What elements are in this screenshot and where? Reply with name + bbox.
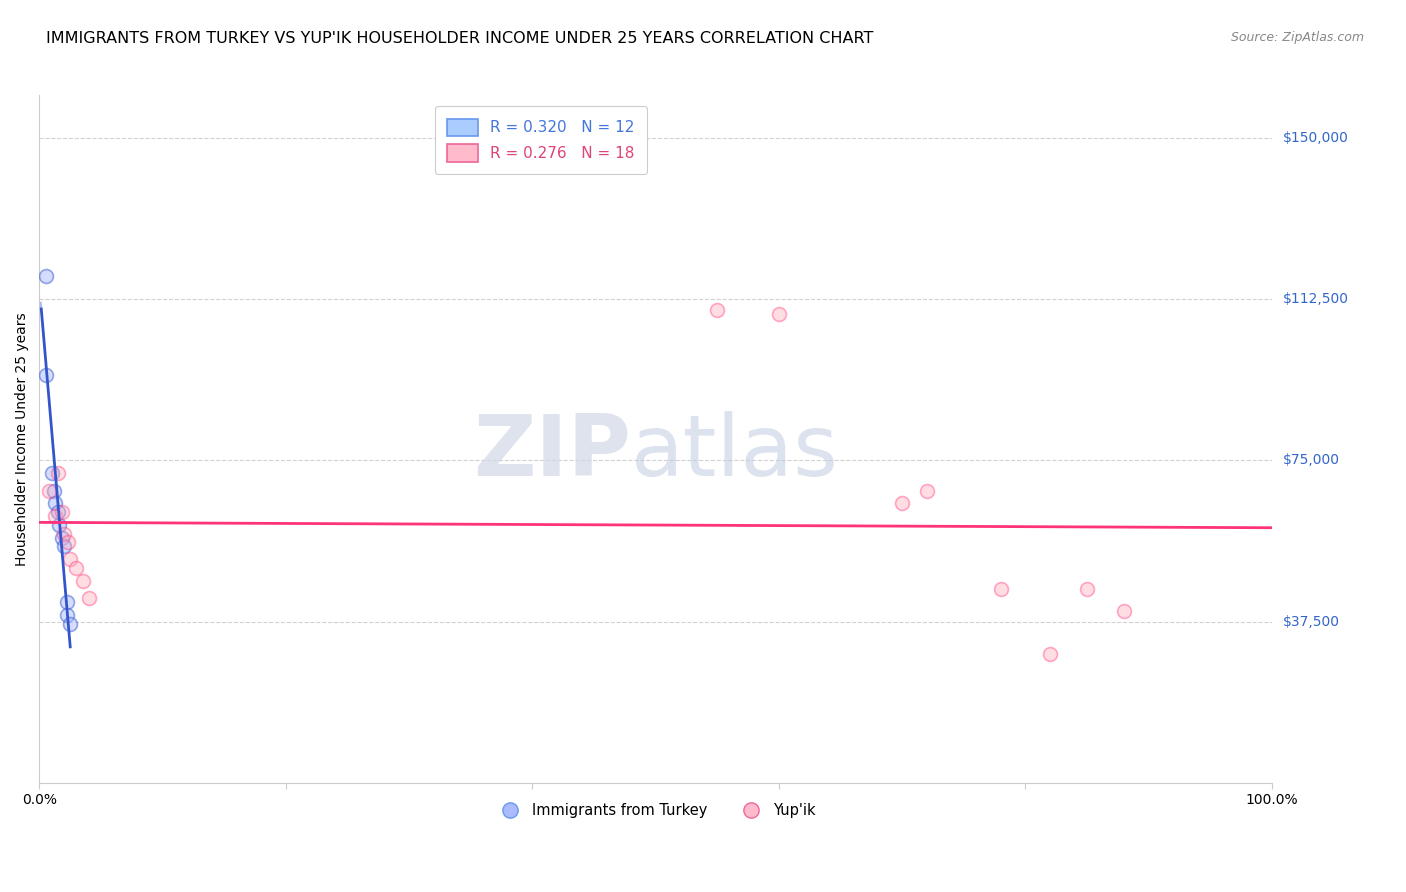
Legend: Immigrants from Turkey, Yup'ik: Immigrants from Turkey, Yup'ik <box>489 797 821 823</box>
Point <box>768 307 790 321</box>
Point <box>46 467 69 481</box>
Point <box>56 535 79 549</box>
Point <box>891 496 914 510</box>
Point <box>706 303 728 318</box>
Point <box>55 595 77 609</box>
Text: $37,500: $37,500 <box>1282 615 1340 629</box>
Text: $150,000: $150,000 <box>1282 131 1348 145</box>
Text: $112,500: $112,500 <box>1282 293 1348 306</box>
Point <box>1039 647 1062 661</box>
Text: atlas: atlas <box>631 411 839 494</box>
Point <box>44 496 66 510</box>
Point <box>1076 582 1098 597</box>
Point <box>72 574 94 588</box>
Point <box>48 517 70 532</box>
Point <box>990 582 1012 597</box>
Point <box>1112 604 1135 618</box>
Y-axis label: Householder Income Under 25 years: Householder Income Under 25 years <box>15 312 30 566</box>
Point <box>77 591 100 605</box>
Text: $75,000: $75,000 <box>1282 453 1340 467</box>
Point <box>38 483 60 498</box>
Point <box>59 552 82 566</box>
Text: ZIP: ZIP <box>474 411 631 494</box>
Point <box>65 561 87 575</box>
Text: IMMIGRANTS FROM TURKEY VS YUP'IK HOUSEHOLDER INCOME UNDER 25 YEARS CORRELATION C: IMMIGRANTS FROM TURKEY VS YUP'IK HOUSEHO… <box>46 31 873 46</box>
Point <box>44 483 66 498</box>
Point <box>59 616 82 631</box>
Point <box>41 467 63 481</box>
Point <box>34 268 56 283</box>
Point <box>51 531 73 545</box>
Point <box>44 509 66 524</box>
Point <box>53 526 76 541</box>
Point <box>55 608 77 623</box>
Point <box>46 505 69 519</box>
Point <box>53 540 76 554</box>
Point <box>915 483 938 498</box>
Point <box>51 505 73 519</box>
Point <box>34 368 56 382</box>
Text: Source: ZipAtlas.com: Source: ZipAtlas.com <box>1230 31 1364 45</box>
